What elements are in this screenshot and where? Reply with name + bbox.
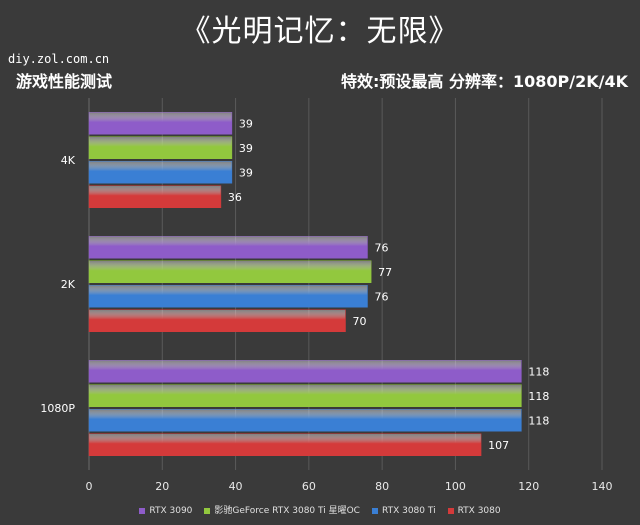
bar (88, 360, 522, 383)
legend-swatch (139, 507, 146, 514)
x-tick-label: 40 (229, 480, 243, 493)
bar-value-label: 39 (239, 166, 253, 179)
bar-value-label: 118 (528, 365, 549, 378)
labels: 0 20 40 60 80 100 120 140 4K 39 39 39 36 2K 76 77 76 70 10… (40, 117, 612, 493)
category-label: 2K (61, 278, 76, 291)
bar-value-label: 76 (374, 290, 388, 303)
x-tick-label: 100 (445, 480, 466, 493)
bar (88, 433, 482, 456)
legend-label: RTX 3080 (457, 506, 501, 516)
bar (88, 161, 233, 184)
x-tick-label: 140 (592, 480, 613, 493)
legend-item: 影驰GeForce RTX 3080 Ti 星曜OC (204, 503, 360, 516)
legend-label: 影驰GeForce RTX 3080 Ti 星曜OC (214, 506, 360, 516)
bar (88, 260, 372, 283)
bar (88, 112, 233, 135)
bar (88, 309, 346, 332)
x-tick-label: 80 (375, 480, 389, 493)
legend: RTX 3090 影驰GeForce RTX 3080 Ti 星曜OC RTX 30… (0, 503, 640, 516)
bar (88, 384, 522, 407)
site-watermark: diy.zol.com.cn (8, 52, 110, 66)
legend-item: RTX 3090 (139, 506, 192, 516)
x-tick-label: 60 (302, 480, 316, 493)
bar-value-label: 118 (528, 390, 549, 403)
bar-value-label: 76 (374, 241, 388, 254)
settings-label: 特效:预设最高 分辨率：1080P/2K/4K (341, 72, 628, 91)
bar (88, 185, 222, 208)
bar-value-label: 77 (378, 266, 392, 279)
bar (88, 236, 368, 259)
bar-value-label: 36 (228, 191, 242, 204)
legend-label: RTX 3080 Ti (381, 506, 436, 516)
bar-value-label: 118 (528, 414, 549, 427)
x-tick-label: 0 (86, 480, 93, 493)
test-label: 游戏性能测试 (16, 72, 113, 91)
bar-value-label: 107 (488, 439, 509, 452)
legend-label: RTX 3090 (149, 506, 193, 516)
x-tick-label: 20 (155, 480, 169, 493)
x-tick-label: 120 (518, 480, 539, 493)
bar (88, 285, 368, 308)
legend-swatch (447, 507, 454, 514)
bar-value-label: 39 (239, 117, 253, 130)
bar (88, 409, 522, 432)
gridlines (88, 98, 603, 470)
bars (88, 112, 522, 456)
bar-value-label: 39 (239, 142, 253, 155)
bar-value-label: 70 (353, 315, 367, 328)
category-label: 1080P (40, 402, 75, 415)
bar (88, 136, 233, 159)
legend-swatch (204, 507, 211, 514)
legend-swatch (371, 507, 378, 514)
legend-item: RTX 3080 (447, 506, 501, 516)
category-label: 4K (61, 154, 76, 167)
chart-title: 《光明记忆：无限》 (180, 14, 460, 49)
legend-item: RTX 3080 Ti (371, 506, 436, 516)
